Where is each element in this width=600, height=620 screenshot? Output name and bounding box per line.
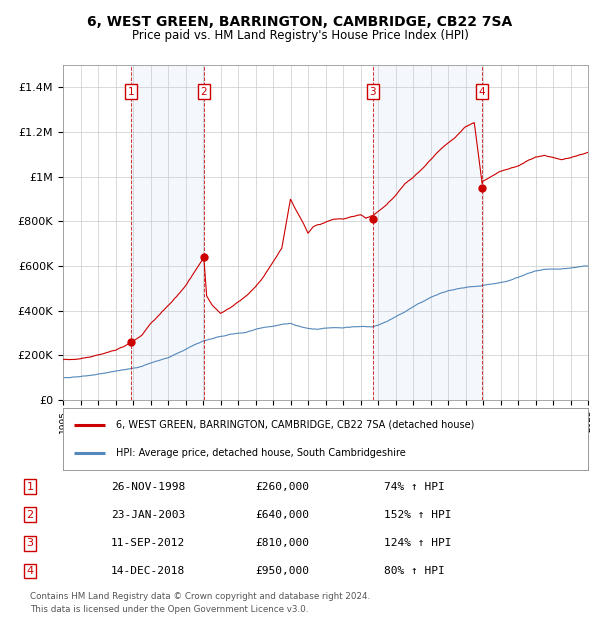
Text: 80% ↑ HPI: 80% ↑ HPI xyxy=(384,566,445,576)
Text: £260,000: £260,000 xyxy=(255,482,309,492)
Text: 11-SEP-2012: 11-SEP-2012 xyxy=(111,538,185,548)
Text: 3: 3 xyxy=(370,87,376,97)
Bar xyxy=(131,65,204,400)
Text: 2: 2 xyxy=(26,510,34,520)
Text: 1: 1 xyxy=(26,482,34,492)
Text: 4: 4 xyxy=(26,566,34,576)
Text: £950,000: £950,000 xyxy=(255,566,309,576)
Text: 4: 4 xyxy=(479,87,485,97)
Text: 6, WEST GREEN, BARRINGTON, CAMBRIDGE, CB22 7SA: 6, WEST GREEN, BARRINGTON, CAMBRIDGE, CB… xyxy=(88,16,512,30)
Text: 6, WEST GREEN, BARRINGTON, CAMBRIDGE, CB22 7SA (detached house): 6, WEST GREEN, BARRINGTON, CAMBRIDGE, CB… xyxy=(115,420,474,430)
Text: 23-JAN-2003: 23-JAN-2003 xyxy=(111,510,185,520)
Text: 74% ↑ HPI: 74% ↑ HPI xyxy=(384,482,445,492)
Text: 14-DEC-2018: 14-DEC-2018 xyxy=(111,566,185,576)
Text: 124% ↑ HPI: 124% ↑ HPI xyxy=(384,538,452,548)
Text: 1: 1 xyxy=(128,87,134,97)
Text: HPI: Average price, detached house, South Cambridgeshire: HPI: Average price, detached house, Sout… xyxy=(115,448,405,458)
Text: 26-NOV-1998: 26-NOV-1998 xyxy=(111,482,185,492)
Bar xyxy=(373,65,482,400)
Text: This data is licensed under the Open Government Licence v3.0.: This data is licensed under the Open Gov… xyxy=(30,604,308,614)
Text: £640,000: £640,000 xyxy=(255,510,309,520)
Text: £810,000: £810,000 xyxy=(255,538,309,548)
Text: 2: 2 xyxy=(200,87,207,97)
Text: Contains HM Land Registry data © Crown copyright and database right 2024.: Contains HM Land Registry data © Crown c… xyxy=(30,592,370,601)
Text: 152% ↑ HPI: 152% ↑ HPI xyxy=(384,510,452,520)
Text: Price paid vs. HM Land Registry's House Price Index (HPI): Price paid vs. HM Land Registry's House … xyxy=(131,29,469,42)
Text: 3: 3 xyxy=(26,538,34,548)
